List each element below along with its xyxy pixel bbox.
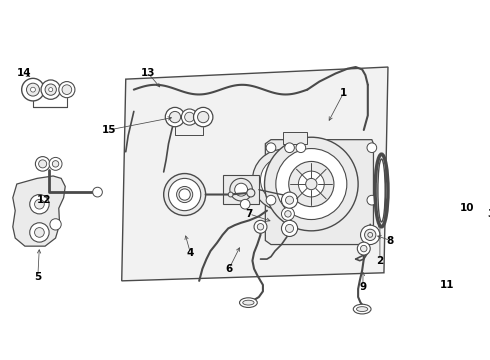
Text: 15: 15	[101, 125, 116, 135]
Circle shape	[432, 208, 441, 216]
Circle shape	[367, 195, 377, 205]
Text: 13: 13	[141, 68, 156, 78]
Circle shape	[39, 160, 47, 168]
Text: 8: 8	[387, 235, 394, 246]
Circle shape	[276, 149, 347, 220]
Circle shape	[365, 229, 376, 240]
Circle shape	[235, 183, 247, 196]
Text: 1: 1	[340, 88, 347, 98]
Circle shape	[50, 219, 61, 230]
Circle shape	[269, 166, 297, 194]
Circle shape	[22, 78, 44, 101]
Text: 6: 6	[225, 264, 233, 274]
Circle shape	[296, 143, 306, 153]
Circle shape	[448, 291, 454, 298]
Circle shape	[185, 112, 195, 122]
Circle shape	[35, 228, 44, 237]
Circle shape	[179, 189, 190, 200]
Circle shape	[285, 211, 291, 217]
Polygon shape	[122, 67, 388, 281]
Circle shape	[357, 242, 370, 255]
Polygon shape	[13, 176, 65, 246]
Circle shape	[41, 80, 60, 99]
Ellipse shape	[378, 159, 385, 222]
Circle shape	[194, 107, 213, 127]
Text: 12: 12	[37, 195, 51, 205]
Circle shape	[59, 82, 75, 98]
Text: 7: 7	[245, 209, 253, 219]
Ellipse shape	[353, 304, 371, 314]
Circle shape	[197, 111, 209, 123]
Text: 2: 2	[376, 256, 384, 266]
Circle shape	[298, 171, 324, 197]
Circle shape	[247, 189, 255, 197]
Text: 10: 10	[460, 203, 474, 213]
Circle shape	[266, 195, 276, 205]
Bar	[223, 175, 259, 204]
Circle shape	[165, 107, 185, 127]
Circle shape	[289, 161, 334, 207]
Ellipse shape	[243, 300, 254, 305]
Circle shape	[49, 87, 53, 92]
Circle shape	[35, 157, 50, 171]
Circle shape	[252, 149, 314, 211]
Circle shape	[228, 192, 233, 197]
Text: 14: 14	[17, 68, 31, 78]
Circle shape	[368, 233, 373, 237]
Circle shape	[30, 223, 49, 242]
Circle shape	[266, 143, 276, 153]
Ellipse shape	[164, 174, 206, 216]
Circle shape	[432, 287, 441, 295]
Circle shape	[30, 87, 35, 92]
Circle shape	[286, 196, 294, 204]
Circle shape	[444, 288, 457, 301]
Circle shape	[285, 143, 294, 153]
Circle shape	[281, 207, 294, 220]
Ellipse shape	[169, 179, 201, 211]
Circle shape	[361, 246, 367, 252]
Circle shape	[367, 143, 377, 153]
Text: 11: 11	[440, 280, 454, 290]
Polygon shape	[266, 140, 373, 244]
Text: 9: 9	[359, 282, 367, 292]
Ellipse shape	[357, 307, 368, 311]
Bar	[283, 132, 307, 144]
Circle shape	[265, 137, 358, 231]
Text: 3: 3	[488, 209, 490, 219]
Circle shape	[422, 208, 430, 216]
Circle shape	[281, 192, 297, 208]
Circle shape	[240, 199, 250, 209]
Circle shape	[170, 111, 181, 123]
Circle shape	[52, 161, 59, 167]
Text: 4: 4	[187, 248, 194, 258]
Circle shape	[230, 179, 252, 201]
Circle shape	[257, 224, 264, 230]
Circle shape	[361, 225, 380, 244]
Circle shape	[281, 220, 297, 237]
Circle shape	[49, 157, 62, 170]
Circle shape	[93, 187, 102, 197]
Circle shape	[254, 220, 267, 233]
Circle shape	[306, 179, 317, 190]
Bar	[420, 206, 444, 219]
Ellipse shape	[176, 186, 193, 203]
Circle shape	[35, 199, 44, 209]
Circle shape	[45, 84, 56, 95]
Circle shape	[26, 83, 39, 96]
Circle shape	[181, 109, 197, 125]
Circle shape	[277, 174, 290, 186]
Circle shape	[428, 283, 444, 300]
Circle shape	[286, 224, 294, 233]
Circle shape	[30, 194, 49, 214]
Text: 5: 5	[34, 272, 42, 282]
Ellipse shape	[240, 298, 257, 307]
Circle shape	[261, 157, 306, 203]
Circle shape	[62, 85, 72, 94]
